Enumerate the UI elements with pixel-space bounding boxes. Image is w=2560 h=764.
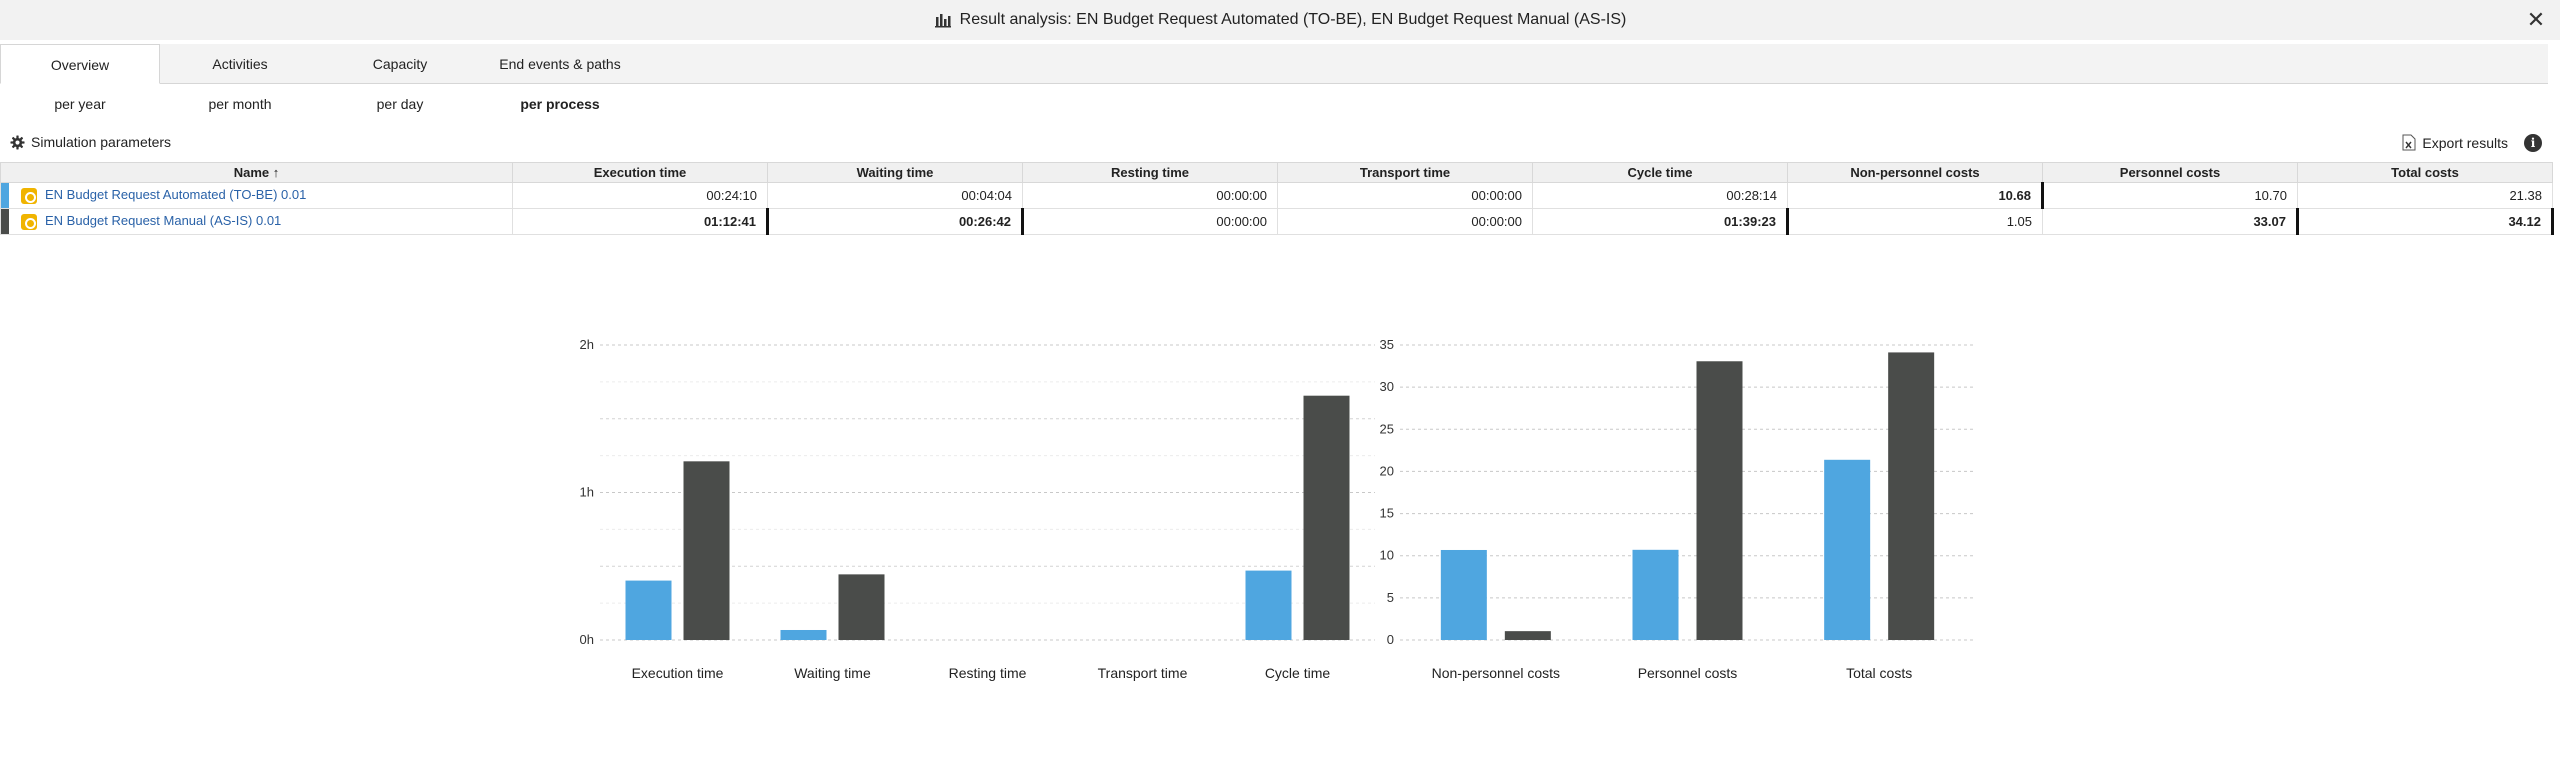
excel-export-icon [2402,134,2416,151]
bar [838,574,885,640]
process-name-link[interactable]: EN Budget Request Manual (AS-IS) 0.01 [45,213,282,229]
subtab-per-process[interactable]: per process [520,96,600,112]
bar [780,629,827,640]
x-category-label: Resting time [949,665,1027,681]
bar [1440,549,1487,640]
process-icon [21,187,37,204]
info-icon[interactable]: i [2524,134,2542,152]
x-category-label: Waiting time [794,665,871,681]
cell-cycle-time: 00:28:14 [1532,182,1788,209]
y-tick-label: 5 [1387,590,1394,605]
tab-end-events-paths[interactable]: End events & paths [499,56,621,72]
column-header-resting-time[interactable]: Resting time [1022,162,1278,183]
y-tick-label: 1h [580,485,594,500]
gear-icon [10,134,25,150]
subtab-per-day[interactable]: per day [376,96,424,112]
cell-non-personnel-costs: 1.05 [1787,208,2043,235]
column-header-total-costs[interactable]: Total costs [2297,162,2553,183]
x-category-label: Personnel costs [1638,665,1738,681]
y-tick-label: 30 [1380,379,1394,394]
cell-resting-time: 00:00:00 [1022,208,1278,235]
process-icon [21,213,37,230]
cell-execution-time: 00:24:10 [512,182,768,209]
column-header-execution-time[interactable]: Execution time [512,162,768,183]
results-table: Name ↑ Execution time Waiting time Resti… [0,162,2554,235]
table-row[interactable]: EN Budget Request Manual (AS-IS) 0.01 01:… [0,208,2554,235]
cell-resting-time: 00:00:00 [1022,182,1278,209]
process-name-link[interactable]: EN Budget Request Automated (TO-BE) 0.01 [45,187,307,203]
cell-personnel-costs: 33.07 [2042,208,2299,235]
cell-waiting-time: 00:26:42 [767,208,1024,235]
x-category-label: Non-personnel costs [1432,665,1560,681]
y-tick-label: 10 [1380,548,1394,563]
bar [683,461,730,640]
bar [1888,352,1935,640]
main-tabs: Overview Activities Capacity End events … [0,44,2548,84]
chart-svg: 0h 1h 2h Execution time Waiting time Resting … [580,337,1375,681]
y-tick-label: 20 [1380,463,1394,478]
simulation-parameters-button[interactable]: Simulation parameters [10,134,171,150]
cell-execution-time: 01:12:41 [512,208,769,235]
x-category-label: Transport time [1098,665,1188,681]
cost-bar-chart: 0 5 10 15 20 25 30 35 Non-personnel costs Personn… [1360,330,1980,690]
tab-capacity[interactable]: Capacity [372,56,428,72]
cell-personnel-costs: 10.70 [2042,182,2298,209]
cell-name[interactable]: EN Budget Request Manual (AS-IS) 0.01 [0,208,513,235]
cell-transport-time: 00:00:00 [1277,182,1533,209]
title-bar: Result analysis: EN Budget Request Autom… [0,0,2560,40]
bar [1504,631,1551,640]
period-tabs: per year per month per day per process [0,90,700,118]
y-tick-label: 25 [1380,421,1394,436]
bar-chart-icon [934,14,951,28]
bar [625,580,672,640]
table-row[interactable]: EN Budget Request Automated (TO-BE) 0.01… [0,182,2553,209]
results-toolbar: Simulation parameters Export results i [0,130,2548,158]
export-results-label: Export results [2422,134,2508,151]
cell-cycle-time: 01:39:23 [1532,208,1789,235]
cell-total-costs: 21.38 [2297,182,2553,209]
y-tick-label: 0 [1387,632,1394,647]
simulation-parameters-label: Simulation parameters [31,134,172,150]
series-color-swatch [1,183,9,208]
cell-total-costs: 34.12 [2297,208,2554,235]
export-results-button[interactable]: Export results [2402,134,2508,151]
bar [1696,361,1743,640]
column-header-non-personnel-costs[interactable]: Non-personnel costs [1787,162,2043,183]
x-category-label: Cycle time [1265,665,1331,681]
x-category-label: Total costs [1846,665,1912,681]
cell-waiting-time: 00:04:04 [767,182,1023,209]
close-button[interactable]: ✕ [2526,7,2546,32]
column-header-transport-time[interactable]: Transport time [1277,162,1533,183]
cell-non-personnel-costs: 10.68 [1787,182,2044,209]
time-bar-chart: 0h 1h 2h Execution time Waiting time Resting … [560,330,1380,690]
cell-name[interactable]: EN Budget Request Automated (TO-BE) 0.01 [0,182,513,209]
window-title: Result analysis: EN Budget Request Autom… [934,11,1627,29]
bar [1245,570,1292,640]
chart-svg: 0 5 10 15 20 25 30 35 Non-personnel costs Personn… [1380,337,1975,681]
column-header-cycle-time[interactable]: Cycle time [1532,162,1788,183]
subtab-per-year[interactable]: per year [54,96,106,112]
tab-overview[interactable]: Overview [0,44,160,84]
table-header-row: Name ↑ Execution time Waiting time Resti… [0,162,2553,183]
y-tick-label: 0h [580,632,594,647]
y-tick-label: 35 [1380,337,1394,352]
series-color-swatch [1,209,9,234]
y-tick-label: 2h [580,337,594,352]
column-header-name[interactable]: Name ↑ [0,162,513,183]
bar [1824,459,1871,640]
bar [1303,395,1350,640]
subtab-per-month[interactable]: per month [208,96,272,112]
bar [1632,549,1679,640]
window-title-text: Result analysis: EN Budget Request Autom… [959,11,1627,28]
tab-activities[interactable]: Activities [212,56,268,72]
x-category-label: Execution time [632,665,724,681]
cell-transport-time: 00:00:00 [1277,208,1533,235]
column-header-waiting-time[interactable]: Waiting time [767,162,1023,183]
y-tick-label: 15 [1380,506,1394,521]
column-header-personnel-costs[interactable]: Personnel costs [2042,162,2298,183]
